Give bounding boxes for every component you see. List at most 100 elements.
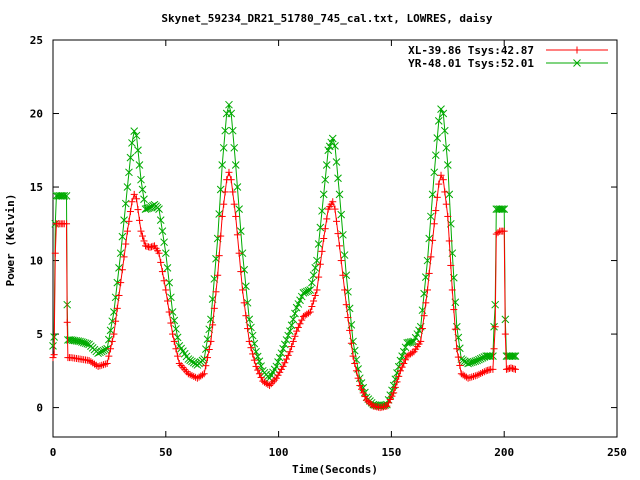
y-tick-label: 25 [30, 34, 43, 47]
data-point [308, 303, 316, 311]
y-tick-label: 0 [36, 402, 43, 415]
data-point [274, 371, 282, 379]
data-point [294, 323, 302, 331]
data-point [476, 354, 485, 363]
data-point [209, 321, 217, 329]
data-point [351, 359, 359, 367]
data-point [432, 207, 440, 215]
series-line [52, 170, 516, 409]
data-point [122, 240, 130, 248]
data-point [101, 345, 110, 354]
data-point [323, 215, 331, 223]
data-point [247, 323, 255, 332]
data-point [113, 304, 121, 312]
data-point [434, 117, 443, 125]
data-point [318, 207, 326, 215]
data-point [408, 349, 416, 357]
data-point [279, 362, 287, 370]
data-point [137, 227, 145, 235]
x-tick-label: 200 [494, 446, 514, 459]
data-point [115, 291, 123, 299]
data-point [433, 134, 442, 142]
data-point [120, 253, 128, 261]
data-point [422, 299, 430, 307]
data-point [250, 356, 258, 364]
data-point [316, 223, 325, 232]
data-point [321, 225, 329, 233]
data-point [207, 337, 215, 345]
x-tick-label: 150 [381, 446, 401, 459]
data-point [386, 396, 394, 404]
data-point [485, 352, 494, 360]
data-point [282, 336, 291, 344]
x-axis: 0 50 100 150 200 250 [50, 40, 627, 459]
data-point [296, 320, 304, 328]
data-point [118, 266, 126, 274]
data-point [264, 380, 272, 388]
data-point [158, 268, 166, 276]
data-point [477, 369, 485, 377]
data-point [254, 366, 262, 374]
data-point [447, 261, 455, 269]
data-point [420, 312, 428, 320]
data-point [313, 286, 321, 294]
data-point [158, 227, 167, 236]
data-point [110, 330, 118, 338]
chart-title: Skynet_59234_DR21_51780_745_cal.txt, LOW… [161, 12, 493, 25]
data-point [218, 212, 226, 220]
data-point [170, 337, 178, 345]
data-point [236, 227, 245, 236]
data-point [125, 217, 133, 225]
y-axis: 0 5 10 15 20 25 [30, 34, 617, 415]
data-point [456, 361, 464, 369]
data-point [473, 371, 481, 379]
plot-frame [52, 39, 618, 438]
data-point [480, 368, 488, 376]
data-point [112, 317, 120, 325]
data-point [165, 308, 173, 316]
data-point [492, 230, 500, 238]
data-point [60, 192, 69, 200]
data-point [311, 291, 319, 299]
data-point [396, 367, 404, 375]
data-point [475, 355, 483, 364]
data-point [442, 200, 450, 208]
data-point [275, 353, 284, 362]
data-point [429, 236, 437, 244]
y-tick-label: 15 [30, 181, 43, 194]
data-point [137, 175, 145, 184]
data-point [108, 337, 116, 345]
data-point [157, 258, 165, 266]
data-point [173, 333, 182, 342]
data-point [431, 151, 440, 160]
data-point [339, 271, 347, 279]
data-point [427, 253, 435, 261]
data-point [501, 330, 509, 338]
data-point [354, 374, 362, 382]
data-point [229, 188, 237, 196]
data-point [248, 331, 257, 340]
data-point [63, 318, 71, 326]
data-point [280, 340, 289, 349]
data-point [288, 343, 296, 351]
data-point [388, 392, 396, 400]
data-point [188, 372, 196, 380]
data-point [235, 249, 243, 257]
data-point [138, 232, 146, 240]
data-point [255, 357, 264, 366]
data-point [215, 252, 223, 260]
data-point [430, 168, 439, 177]
data-point [279, 344, 287, 353]
data-point [442, 143, 451, 152]
data-point [391, 383, 399, 391]
data-point [107, 345, 115, 353]
data-point [167, 319, 175, 327]
data-point [281, 359, 289, 367]
data-point [508, 352, 517, 360]
data-point [252, 362, 260, 370]
data-point [128, 198, 136, 206]
data-point [63, 220, 71, 228]
data-point [135, 161, 144, 169]
data-point [233, 231, 241, 239]
